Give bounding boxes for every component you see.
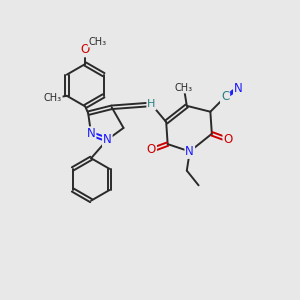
Text: N: N (103, 133, 112, 146)
Text: O: O (147, 143, 156, 157)
Text: C: C (221, 91, 229, 103)
Text: H: H (147, 99, 156, 110)
Text: O: O (81, 44, 90, 56)
Text: CH₃: CH₃ (88, 37, 107, 46)
Text: O: O (224, 133, 233, 146)
Text: N: N (234, 82, 243, 95)
Text: CH₃: CH₃ (44, 93, 62, 103)
Text: CH₃: CH₃ (175, 82, 193, 93)
Text: N: N (87, 127, 95, 140)
Text: N: N (185, 145, 194, 158)
